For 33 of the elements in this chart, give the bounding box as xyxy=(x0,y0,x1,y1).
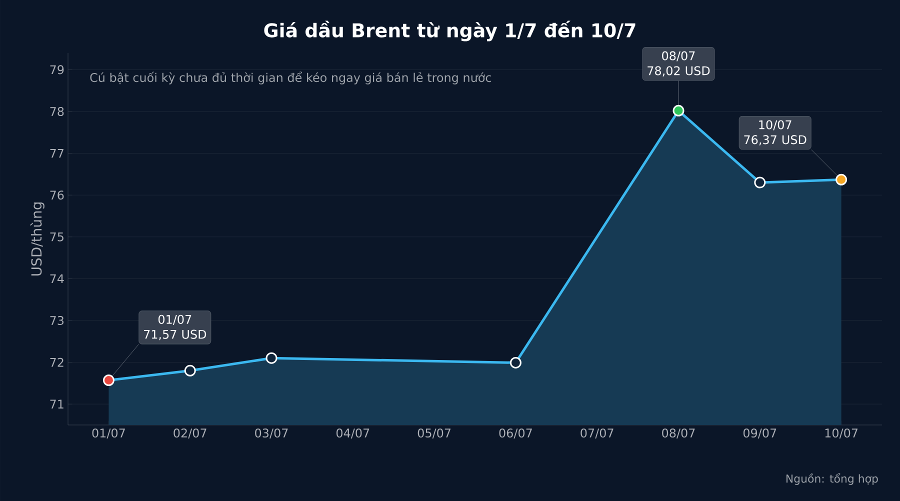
y-tick-label: 76 xyxy=(50,190,64,200)
y-tick-label: 79 xyxy=(50,65,64,74)
point xyxy=(266,352,278,364)
y-tick-label: 73 xyxy=(50,316,64,326)
x-tick-label: 01/07 xyxy=(92,428,125,438)
point xyxy=(836,174,848,186)
x-tick-label: 03/07 xyxy=(255,428,288,438)
x-tick-label: 08/07 xyxy=(662,428,695,438)
y-tick-label: 77 xyxy=(50,148,64,158)
point xyxy=(672,104,684,116)
annotation: 08/07 78,02 USD xyxy=(648,51,710,76)
point xyxy=(754,176,766,188)
x-tick-label: 02/07 xyxy=(174,428,206,438)
x-tick-label: 05/07 xyxy=(418,428,450,438)
y-tick-label: 72 xyxy=(50,358,64,367)
x-tick-label: 04/07 xyxy=(336,428,370,438)
y-axis-title: USD/thùng xyxy=(30,202,44,276)
chart-title: Giá dầu Brent từ ngày 1/7 đến 10/7 xyxy=(264,20,636,42)
point xyxy=(184,364,196,376)
x-tick-label: 09/07 xyxy=(743,428,776,438)
y-tick-label: 71 xyxy=(50,400,64,408)
x-tick-label: 06/07 xyxy=(499,428,532,438)
annotation: 10/07 76,37 USD xyxy=(744,120,806,146)
annotation: 01/07 71,57 USD xyxy=(144,314,206,340)
annotation: Cú bật cuối kỳ chưa đủ thời gian để kéo ngay giá bán lẻ trong nước xyxy=(90,72,492,84)
y-tick-label: 78 xyxy=(50,106,64,116)
point xyxy=(102,374,114,386)
y-tick-label: 74 xyxy=(50,274,64,284)
x-tick-label: 10/07 xyxy=(825,428,858,438)
point xyxy=(510,356,522,368)
text: Nguồn: tổng hợp xyxy=(786,473,878,485)
x-tick-label: 07/07 xyxy=(580,428,614,438)
y-tick-label: 75 xyxy=(50,232,64,242)
